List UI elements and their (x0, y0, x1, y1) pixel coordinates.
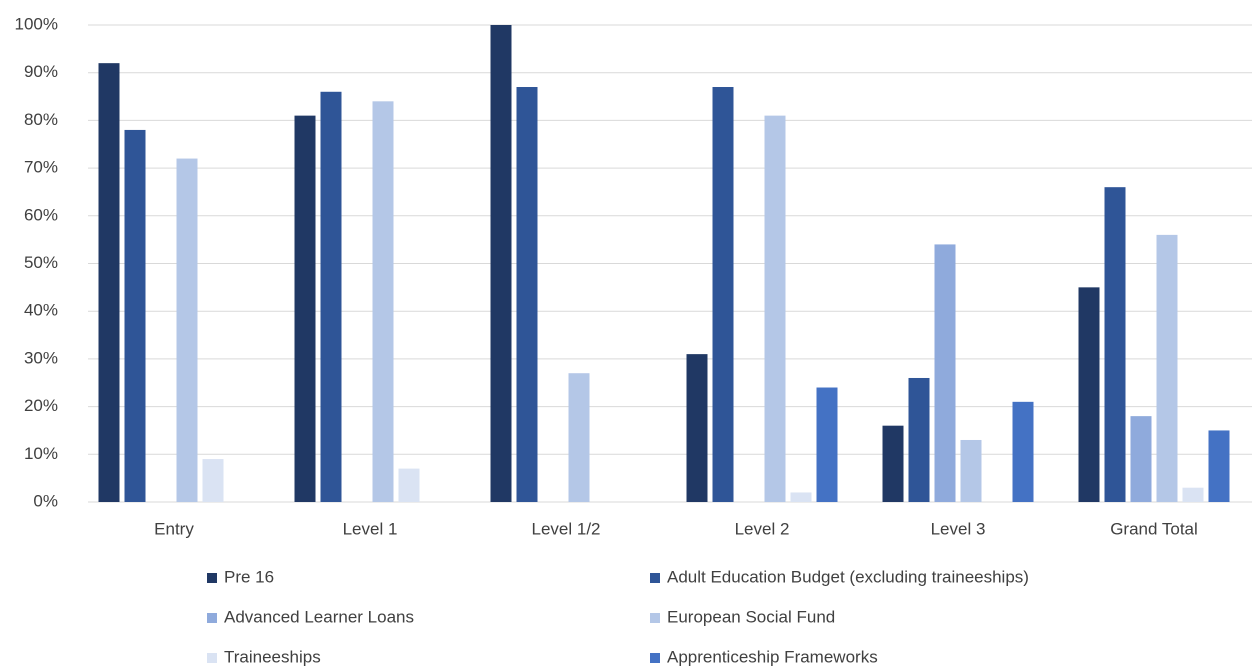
legend-swatch (650, 573, 660, 583)
bar (98, 63, 120, 502)
bar (1208, 430, 1230, 502)
bar (1156, 234, 1178, 502)
legend-swatch (207, 613, 217, 623)
bar (568, 373, 590, 502)
bar (1130, 416, 1152, 502)
bar (294, 115, 316, 502)
y-tick-label: 100% (15, 14, 58, 33)
legend-swatch (650, 653, 660, 663)
bar (686, 354, 708, 502)
y-tick-label: 70% (24, 158, 58, 177)
y-tick-label: 30% (24, 348, 58, 367)
bar (1012, 401, 1034, 502)
legend-label: Advanced Learner Loans (224, 607, 414, 626)
bar (960, 439, 982, 502)
bar (124, 129, 146, 502)
bar (516, 87, 538, 502)
y-tick-label: 80% (24, 110, 58, 129)
bar (816, 387, 838, 502)
x-tick-label: Level 3 (931, 519, 986, 538)
bar (790, 492, 812, 502)
y-tick-label: 0% (33, 491, 58, 510)
bar (934, 244, 956, 503)
bar (882, 425, 904, 502)
bar (490, 25, 512, 502)
legend-swatch (650, 613, 660, 623)
bar (398, 468, 420, 502)
legend-swatch (207, 573, 217, 583)
legend-label: Adult Education Budget (excluding traine… (667, 567, 1029, 586)
bar (1182, 487, 1204, 502)
legend-label: Apprenticeship Frameworks (667, 647, 878, 666)
legend-swatch (207, 653, 217, 663)
y-tick-label: 60% (24, 205, 58, 224)
y-tick-label: 20% (24, 396, 58, 415)
legend-label: Pre 16 (224, 567, 274, 586)
legend-label: European Social Fund (667, 607, 835, 626)
bar (1104, 187, 1126, 502)
bar (320, 91, 342, 502)
y-tick-label: 90% (24, 62, 58, 81)
bar (1078, 287, 1100, 502)
legend-label: Traineeships (224, 647, 321, 666)
bar (764, 115, 786, 502)
y-tick-label: 10% (24, 444, 58, 463)
x-tick-label: Grand Total (1110, 519, 1198, 538)
y-tick-label: 50% (24, 253, 58, 272)
bar (202, 459, 224, 502)
bar (712, 87, 734, 502)
x-tick-label: Level 2 (735, 519, 790, 538)
bar (908, 377, 930, 502)
bar (176, 158, 198, 502)
x-tick-label: Level 1/2 (532, 519, 601, 538)
y-tick-label: 40% (24, 301, 58, 320)
x-tick-label: Entry (154, 519, 194, 538)
bar (372, 101, 394, 502)
x-tick-label: Level 1 (343, 519, 398, 538)
